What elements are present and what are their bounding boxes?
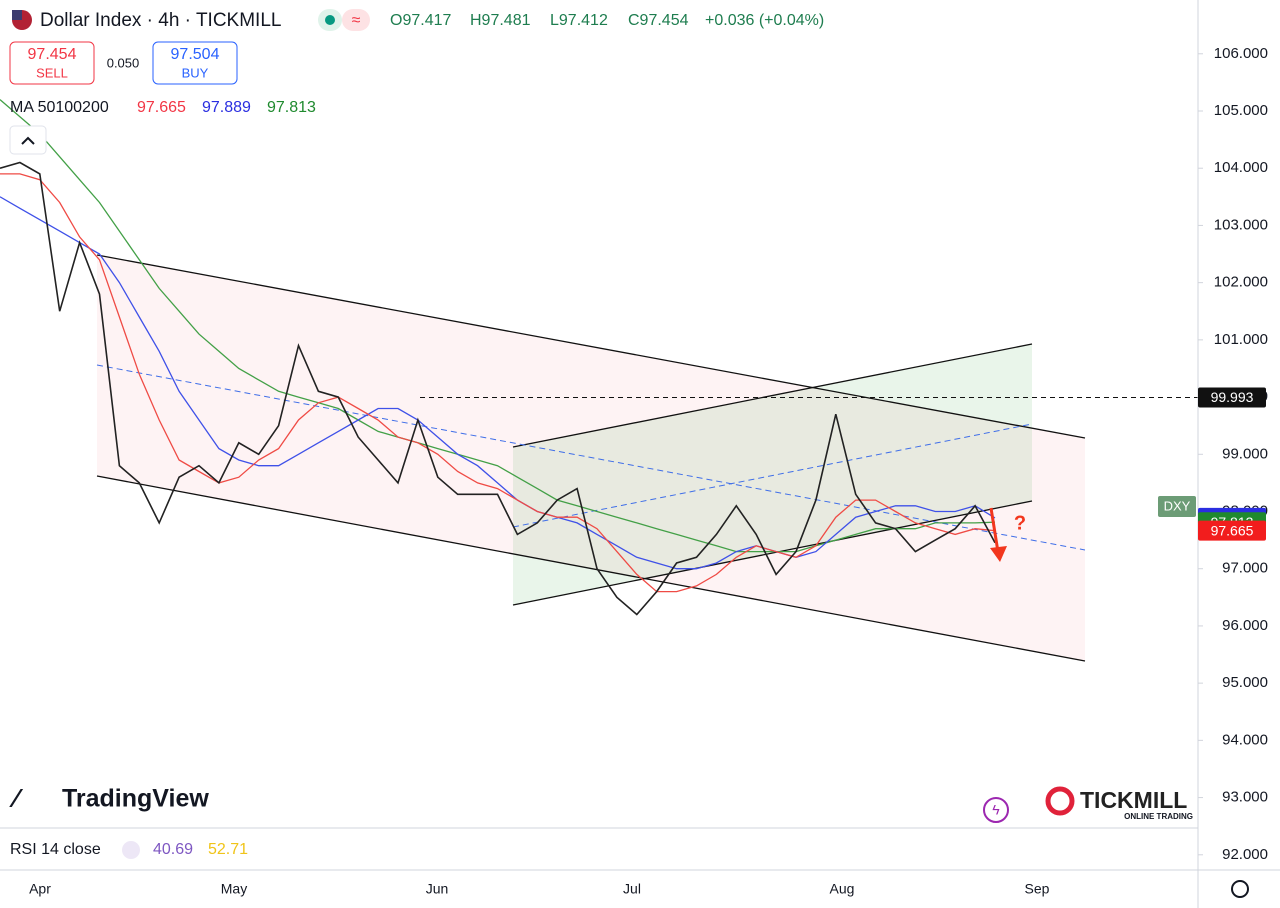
collapse-button[interactable] <box>9 125 47 155</box>
broker-sub: ONLINE TRADING <box>1124 812 1193 821</box>
ohlc-value: L97.412 <box>550 12 608 29</box>
channel-line <box>512 500 1033 606</box>
y-tick-label: 94.000 <box>1222 731 1268 748</box>
y-tick-label: 102.000 <box>1214 274 1268 291</box>
channel-line <box>96 254 1086 439</box>
price-line <box>0 161 996 616</box>
spread: 0.050 <box>107 55 140 70</box>
symbol-title[interactable]: Dollar Index · 4h · TICKMILL <box>40 10 281 31</box>
symbol-tag-text: DXY <box>1164 498 1191 513</box>
alert-icon[interactable] <box>983 797 1009 823</box>
x-tick-label: Sep <box>1025 881 1050 897</box>
ma-value: 97.889 <box>202 99 251 116</box>
price-label <box>1198 387 1266 408</box>
channel-midline <box>512 423 1033 528</box>
x-tick-label: Aug <box>830 881 855 897</box>
buy-button[interactable] <box>152 41 238 85</box>
price-label-text: 99.993 <box>1211 389 1254 405</box>
moving-average <box>0 99 996 553</box>
y-tick-label: 105.000 <box>1214 102 1268 119</box>
flag-icon-canton <box>12 10 22 20</box>
arrow-head <box>990 546 1007 562</box>
up-channel <box>513 344 1032 605</box>
brand: TradingView <box>62 785 209 813</box>
moving-average <box>0 196 996 570</box>
arrow <box>989 507 1000 553</box>
y-tick-label: 95.000 <box>1222 674 1268 691</box>
y-tick-label: 97.000 <box>1222 560 1268 577</box>
rsi-value: 52.71 <box>208 841 248 858</box>
moving-average <box>0 173 996 593</box>
y-tick-label: 103.000 <box>1214 216 1268 233</box>
y-tick-label: 104.000 <box>1214 159 1268 176</box>
status-dot <box>325 15 335 25</box>
y-tick-label: 101.000 <box>1214 331 1268 348</box>
sell-price: 97.454 <box>28 46 77 63</box>
x-tick-label: Jul <box>623 881 641 897</box>
annotation: ? <box>1014 512 1026 534</box>
x-tick-label: Jun <box>426 881 449 897</box>
rsi-icon[interactable] <box>122 841 140 859</box>
ma-value: 97.813 <box>267 99 316 116</box>
collapse-icon <box>21 136 35 145</box>
ma-label: MA 50100200 <box>10 99 109 116</box>
sell-label: SELL <box>36 65 68 80</box>
broker-logo <box>1045 786 1075 816</box>
rsi-label: RSI 14 close <box>10 841 101 858</box>
alert-glyph: ϟ <box>992 802 1000 818</box>
ohlc-value: H97.481 <box>470 12 531 29</box>
plot <box>0 99 1198 616</box>
sell-button[interactable] <box>9 41 95 85</box>
settings-icon[interactable] <box>1231 880 1249 898</box>
channel-line <box>96 475 1086 662</box>
y-tick-label: 106.000 <box>1214 45 1268 62</box>
y-tick-label: 92.000 <box>1222 846 1268 863</box>
y-tick-label: 99.000 <box>1222 445 1268 462</box>
broker: TICKMILL <box>1080 787 1187 813</box>
buy-price: 97.504 <box>171 46 220 63</box>
ohlc-value: +0.036 (+0.04%) <box>705 12 824 29</box>
ohlc-value: C97.454 <box>628 12 689 29</box>
ohlc: O97.417 H97.481 L97.412 C97.454 +0.036 (+0.0… <box>390 12 824 29</box>
channel-midline <box>96 364 1086 551</box>
price-label <box>1198 520 1266 541</box>
price-label-text: 97.665 <box>1211 522 1254 538</box>
channel-line <box>512 343 1033 448</box>
status-icon: ≈ <box>352 12 361 29</box>
ohlc-value: O97.417 <box>390 12 451 29</box>
y-tick-label: 93.000 <box>1222 789 1268 806</box>
x-tick-label: Apr <box>29 881 51 897</box>
y-tick-label: 96.000 <box>1222 617 1268 634</box>
ma-value: 97.665 <box>137 99 186 116</box>
symbol-tag <box>1158 496 1196 517</box>
rsi-value: 40.69 <box>153 841 193 858</box>
status-pill[interactable] <box>342 9 370 31</box>
buy-label: BUY <box>182 65 209 80</box>
x-tick-label: May <box>221 881 247 897</box>
